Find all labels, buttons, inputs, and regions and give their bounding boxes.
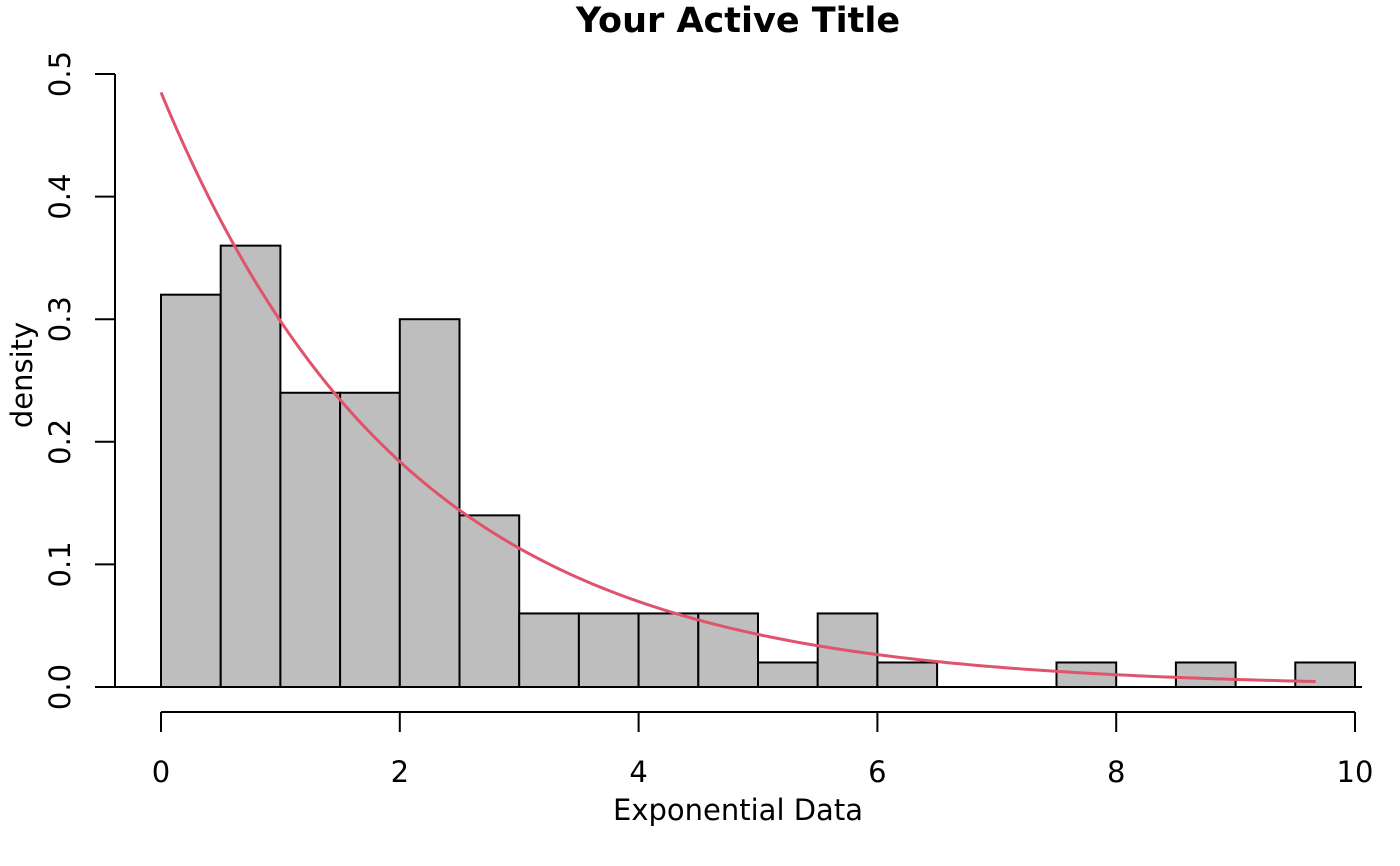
- x-axis-label: Exponential Data: [613, 793, 863, 827]
- histogram-bar: [219, 244, 282, 688]
- histogram-bar: [458, 514, 521, 688]
- histogram-bar: [339, 391, 401, 688]
- y-tick-label: 0.0: [43, 664, 77, 710]
- x-tick-label: 0: [152, 755, 170, 789]
- histogram-bar: [1294, 661, 1357, 688]
- x-tick-label: 8: [1107, 755, 1125, 789]
- histogram-bar: [876, 661, 939, 688]
- y-tick-label: 0.2: [43, 419, 77, 465]
- histogram-bar: [757, 661, 819, 688]
- y-axis-label: density: [5, 322, 39, 428]
- chart-title: Your Active Title: [575, 1, 900, 41]
- histogram-bar: [518, 612, 580, 688]
- y-tick-label: 0.4: [43, 174, 77, 220]
- x-tick-label: 6: [868, 755, 886, 789]
- x-tick-label: 2: [391, 755, 409, 789]
- y-tick-label: 0.1: [43, 541, 77, 587]
- histogram-bar: [160, 293, 222, 688]
- histogram-bar: [637, 612, 700, 688]
- histogram-bar: [1174, 661, 1237, 688]
- histogram-bar: [697, 612, 759, 688]
- x-tick-label: 4: [629, 755, 647, 789]
- histogram-bars: [160, 244, 1357, 688]
- y-tick-label: 0.5: [43, 51, 77, 97]
- density-curve: [159, 91, 1316, 684]
- x-axis: 0 2 4 6 8 10: [152, 711, 1374, 789]
- y-tick-label: 0.3: [43, 296, 77, 342]
- y-axis: 0.0 0.1 0.2 0.3 0.4 0.5: [43, 51, 116, 710]
- histogram-bar: [279, 391, 342, 688]
- histogram-bar: [577, 612, 640, 688]
- x-tick-label: 10: [1337, 755, 1374, 789]
